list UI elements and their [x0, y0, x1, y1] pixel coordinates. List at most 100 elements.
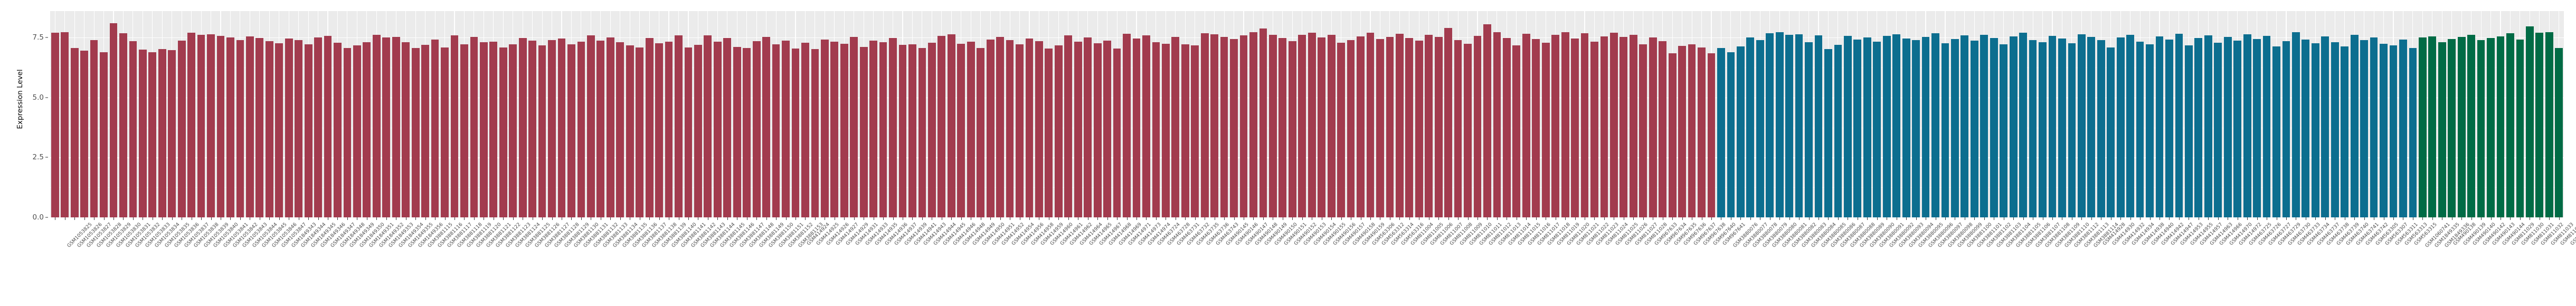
bar [1775, 32, 1784, 217]
bar [2292, 32, 2300, 217]
bar [489, 41, 498, 217]
bar [2116, 37, 2125, 217]
bar [1902, 38, 1910, 217]
bar [518, 37, 527, 217]
bar [509, 44, 517, 217]
x-tick-mark [844, 217, 845, 220]
bar [1892, 34, 1901, 217]
x-tick-mark [74, 217, 75, 220]
x-tick-mark [951, 217, 952, 220]
x-tick-mark [766, 217, 767, 220]
x-tick-mark [2120, 217, 2122, 220]
bar [898, 45, 907, 217]
bar [1756, 40, 1764, 217]
y-tick-mark [45, 157, 48, 158]
bar [986, 40, 995, 217]
bar [2048, 35, 2057, 217]
bar [782, 40, 790, 217]
x-tick-mark [2257, 217, 2258, 220]
bar [275, 43, 283, 217]
bar [226, 37, 234, 217]
bar [2126, 35, 2135, 217]
bar [1337, 42, 1345, 217]
x-tick-mark [2393, 217, 2394, 220]
bar [295, 40, 303, 217]
bar [343, 48, 352, 217]
x-tick-mark [2140, 217, 2141, 220]
bar [177, 40, 186, 217]
bar [324, 35, 332, 217]
x-tick-mark [1945, 217, 1946, 220]
x-tick-mark [1594, 217, 1595, 220]
x-tick-mark [1097, 217, 1098, 220]
x-tick-mark [1302, 217, 1303, 220]
x-tick-mark [1575, 217, 1576, 220]
bar [675, 35, 683, 217]
x-tick-mark [1906, 217, 1907, 220]
bar [2097, 40, 2105, 217]
bar [1113, 48, 1121, 217]
bar [2438, 42, 2446, 217]
bar [421, 45, 429, 217]
x-tick-mark [1458, 217, 1459, 220]
bar [928, 43, 936, 217]
x-tick-mark [990, 217, 991, 220]
bar [2068, 43, 2076, 217]
bar [1210, 34, 1219, 217]
x-tick-mark [1029, 217, 1030, 220]
bar [2272, 46, 2280, 217]
bar [713, 42, 722, 217]
x-tick-mark [1799, 217, 1800, 220]
bar [918, 48, 926, 217]
bar [119, 33, 127, 217]
bar [1035, 41, 1043, 217]
bar [2331, 42, 2339, 217]
bar [1171, 37, 1180, 217]
bar [859, 46, 868, 217]
bar [2136, 41, 2144, 217]
x-tick-mark [717, 217, 718, 220]
bar [1766, 33, 1774, 217]
x-tick-mark [1126, 217, 1128, 220]
x-tick-mark [2081, 217, 2082, 220]
bar [1483, 24, 1491, 217]
bar [1045, 49, 1053, 217]
bar [460, 44, 468, 217]
x-tick-mark [1370, 217, 1371, 220]
bar [158, 49, 166, 217]
x-tick-mark [1438, 217, 1439, 220]
bar [1132, 39, 1141, 217]
bar [2077, 34, 2086, 217]
bar [392, 37, 400, 217]
x-tick-mark [172, 217, 173, 220]
x-tick-mark [84, 217, 85, 220]
bar [2496, 36, 2505, 217]
x-tick-mark [912, 217, 913, 220]
gridline-major [50, 37, 2564, 39]
bar [2058, 39, 2066, 217]
x-tick-mark [1711, 217, 1712, 220]
x-tick-mark [1487, 217, 1488, 220]
bar [752, 41, 761, 217]
x-tick-mark [347, 217, 348, 220]
x-tick-mark [1867, 217, 1868, 220]
bar [1707, 53, 1716, 217]
bar [1941, 43, 1949, 217]
bar [2039, 42, 2047, 217]
bar [479, 42, 488, 217]
bar [1668, 53, 1677, 217]
bar [353, 45, 361, 217]
bar [1805, 42, 1813, 217]
bar [1717, 48, 1725, 217]
x-tick-mark [1341, 217, 1342, 220]
bar [1415, 41, 1423, 217]
bar [1659, 41, 1667, 217]
bar [1327, 34, 1336, 217]
x-tick-mark [464, 217, 465, 220]
bar [2467, 35, 2476, 217]
bar [538, 45, 546, 217]
x-tick-mark [2364, 217, 2365, 220]
bar [168, 50, 176, 217]
bar-series [50, 11, 2564, 217]
bar [616, 42, 624, 217]
